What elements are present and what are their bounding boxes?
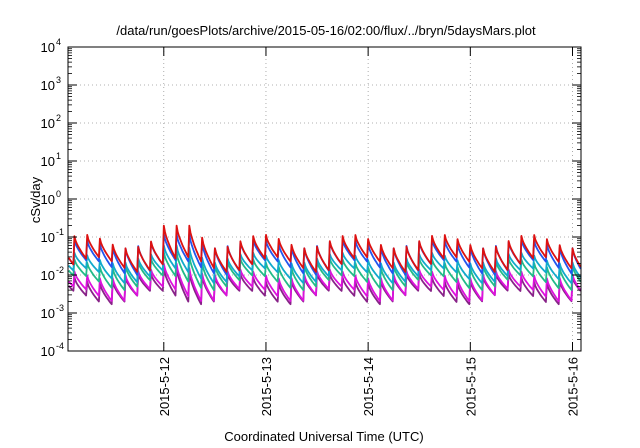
y-tick-label: 10 [41,116,55,131]
series-group [67,224,582,306]
x-axis: 2015-5-12 2015-5-13 2015-5-14 2015-5-15 2015… [157,47,580,416]
y-tick-exponent: -2 [56,265,64,275]
series-line [67,233,582,276]
series-line [68,262,582,303]
y-tick-exponent: -1 [56,227,64,237]
y-tick-exponent: -3 [56,303,64,313]
x-tick-label: 2015-5-13 [259,357,274,416]
y-tick-exponent: 2 [56,113,61,123]
grid [68,47,581,351]
y-tick-label: 10 [41,154,55,169]
chart-title: /data/run/goesPlots/archive/2015-05-16/0… [116,23,536,38]
y-tick-label: 10 [41,78,55,93]
y-tick-label: 10 [41,40,55,55]
x-tick-label: 2015-5-12 [157,357,172,416]
y-tick-exponent: 4 [56,37,61,47]
y-tick-exponent: -4 [56,341,64,351]
x-axis-title: Coordinated Universal Time (UTC) [224,429,423,444]
y-tick-exponent: 3 [56,75,61,85]
x-tick-label: 2015-5-16 [565,357,580,416]
y-tick-label: 10 [41,230,55,245]
y-tick-exponent: 0 [56,189,61,199]
y-tick-exponent: 1 [56,151,61,161]
x-tick-label: 2015-5-15 [463,357,478,416]
series-line [67,224,582,273]
y-tick-label: 10 [41,192,55,207]
y-tick-label: 10 [41,268,55,283]
x-tick-label: 2015-5-14 [361,357,376,416]
y-axis-title: cSv/day [28,176,43,223]
y-tick-label: 10 [41,306,55,321]
y-tick-label: 10 [41,344,55,359]
